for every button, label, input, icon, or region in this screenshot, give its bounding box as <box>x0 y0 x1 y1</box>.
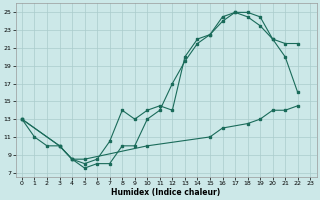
X-axis label: Humidex (Indice chaleur): Humidex (Indice chaleur) <box>111 188 221 197</box>
